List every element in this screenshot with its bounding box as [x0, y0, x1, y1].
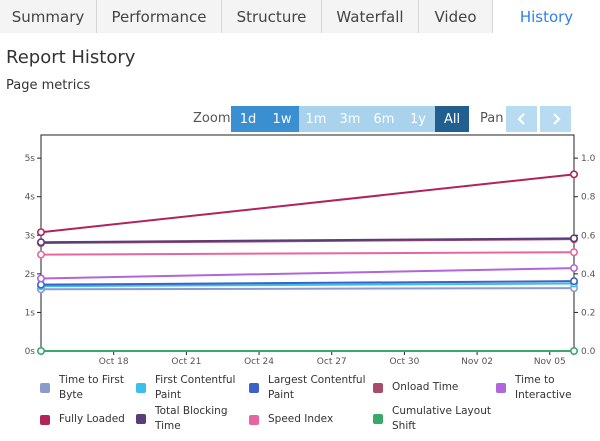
x-tick-label: Nov 05	[534, 357, 566, 367]
legend-label: Fully Loaded	[59, 413, 125, 425]
x-tick-label: Oct 30	[389, 357, 419, 367]
legend-item-speed-index[interactable]: Speed Index	[249, 412, 333, 427]
series-point	[569, 170, 578, 179]
legend-swatch	[40, 383, 50, 393]
legend-label: Cumulative Layout Shift	[392, 405, 491, 432]
legend-label: Time to First Byte	[59, 374, 125, 401]
tab-structure[interactable]: Structure	[222, 0, 322, 33]
pan-right-button[interactable]	[540, 106, 571, 132]
legend-item-onload[interactable]: Onload Time	[373, 380, 458, 395]
tab-summary[interactable]: Summary	[0, 0, 97, 33]
legend-swatch	[249, 383, 259, 393]
series-line	[40, 173, 575, 234]
zoom-label: Zoom	[193, 111, 231, 126]
x-tick-label: Oct 21	[171, 357, 201, 367]
x-tick-label: Nov 02	[461, 357, 493, 367]
page-metrics-chart: 0s 1s 2s 3s 4s 5s 0.0 0.2 0.4 0.6 0.8 1.0 Oct 18 Oct …	[25, 134, 596, 367]
series-line	[40, 280, 575, 286]
zoom-6m-button[interactable]: 6m	[367, 106, 401, 132]
chart-legend: Time to First Byte First Contentful Pain…	[0, 368, 600, 441]
y-left-tick-label: 1s	[25, 308, 36, 318]
series-line	[40, 282, 575, 288]
y-right-tick-label: 0.8	[581, 193, 596, 203]
legend-item-lcp[interactable]: Largest Contentful Paint	[249, 373, 366, 403]
legend-label: Largest Contentful Paint	[268, 374, 366, 401]
legend-item-tti[interactable]: Time to Interactive	[496, 373, 572, 403]
series-line	[40, 287, 575, 291]
zoom-1d-button[interactable]: 1d	[231, 106, 265, 132]
legend-swatch	[249, 414, 259, 425]
zoom-1w-button[interactable]: 1w	[265, 106, 299, 132]
x-tick-label: Oct 18	[99, 357, 129, 367]
series-line	[40, 267, 575, 280]
series-point	[569, 234, 578, 243]
pan-left-button[interactable]	[506, 106, 537, 132]
legend-swatch	[136, 383, 146, 393]
y-right-tick-label: 0.4	[581, 270, 596, 280]
series-point	[569, 264, 578, 273]
chevron-left-icon	[516, 113, 525, 125]
series-point	[569, 248, 578, 257]
legend-swatch	[373, 382, 383, 393]
y-right-tick-label: 0.2	[581, 308, 595, 318]
page-title: Report History	[6, 47, 136, 68]
y-left-tick-label: 5s	[25, 154, 36, 164]
zoom-1y-button[interactable]: 1y	[401, 106, 435, 132]
series-point	[36, 274, 45, 283]
legend-swatch	[496, 383, 506, 393]
x-tick-label: Oct 24	[244, 357, 274, 367]
x-tick-label: Oct 27	[317, 357, 347, 367]
series-point	[569, 277, 578, 286]
legend-item-fcp[interactable]: First Contentful Paint	[136, 373, 235, 403]
report-tabs: Summary Performance Structure Waterfall …	[0, 0, 600, 34]
tab-video[interactable]: Video	[419, 0, 493, 33]
legend-item-cls[interactable]: Cumulative Layout Shift	[373, 404, 491, 434]
legend-swatch	[40, 414, 50, 425]
tab-performance[interactable]: Performance	[97, 0, 222, 33]
series-point	[36, 228, 45, 237]
legend-label: Time to Interactive	[515, 374, 572, 401]
y-left-tick-label: 2s	[25, 270, 36, 280]
legend-item-ttfb[interactable]: Time to First Byte	[40, 373, 124, 403]
legend-item-tbt[interactable]: Total Blocking Time	[136, 404, 228, 434]
legend-label: Total Blocking Time	[155, 405, 228, 432]
series-point	[36, 347, 45, 356]
legend-swatch	[136, 414, 146, 424]
legend-swatch	[373, 414, 383, 424]
legend-label: Speed Index	[268, 413, 334, 425]
y-left-tick-label: 4s	[25, 193, 36, 203]
y-right-tick-label: 0.6	[581, 231, 596, 241]
section-title: Page metrics	[6, 78, 91, 93]
y-left-tick-label: 0s	[25, 347, 36, 357]
series-point	[36, 238, 45, 247]
zoom-all-button[interactable]: All	[435, 106, 469, 132]
legend-label: Onload Time	[392, 381, 459, 393]
y-right-tick-label: 1.0	[581, 154, 596, 164]
legend-label: First Contentful Paint	[155, 374, 236, 401]
y-right-tick-label: 0.0	[581, 347, 596, 357]
zoom-3m-button[interactable]: 3m	[333, 106, 367, 132]
series-line	[40, 251, 575, 256]
series-line	[40, 237, 575, 244]
legend-item-fully-loaded[interactable]: Fully Loaded	[40, 412, 125, 427]
y-left-tick-label: 3s	[25, 231, 36, 241]
pan-label: Pan	[480, 111, 504, 126]
series-point	[569, 347, 578, 356]
chevron-right-icon	[552, 113, 561, 125]
zoom-1m-button[interactable]: 1m	[299, 106, 333, 132]
tab-waterfall[interactable]: Waterfall	[322, 0, 419, 33]
series-point	[36, 250, 45, 259]
tab-history[interactable]: History	[493, 0, 600, 34]
